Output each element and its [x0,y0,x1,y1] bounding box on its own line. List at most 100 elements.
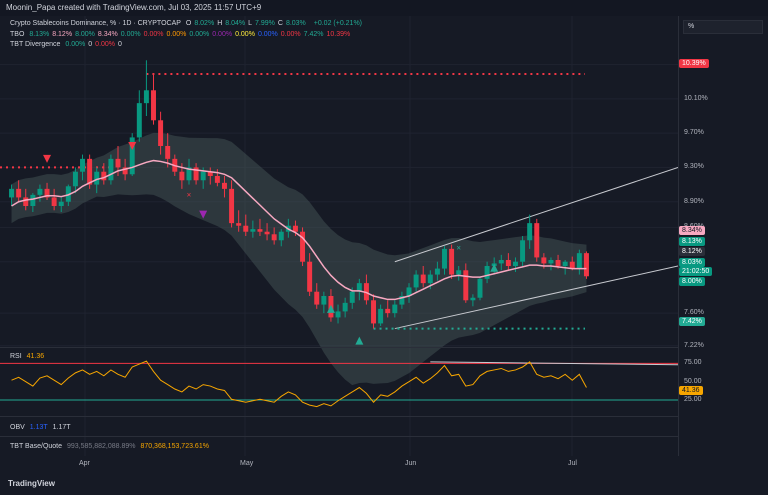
candle-body [456,270,462,275]
candle-body [158,120,164,146]
legend-row-tbt[interactable]: TBT Divergence 0.00% 0 0.00% 0 [10,41,128,48]
tbo-value: 0.00% [212,31,233,38]
candle-body [363,283,369,301]
tbt-value: 0 [118,41,122,48]
tbtbq-value-2: 870,368,153,723.61% [140,443,209,450]
candle-body [562,261,568,266]
candle-body [108,158,114,181]
rsi-value: 41.36 [26,353,45,360]
pane-separator[interactable] [0,347,678,348]
time-axis[interactable]: Apr May Jun Jul [0,456,678,472]
candle-body [129,137,135,175]
tbo-value: 0.00% [189,31,210,38]
moving-average [11,159,587,301]
rsi-label: RSI [10,353,22,360]
ohlc-value: 7.99% [255,20,275,27]
chart-canvas[interactable]: ×× [0,16,678,456]
candle-body [186,167,192,181]
tbo-value: 0.00% [280,31,301,38]
tbo-value: 0.00% [166,31,187,38]
ohlc-value: 8.03% [285,20,306,27]
tbt-label: TBT Divergence [10,41,61,48]
rsi-tick-label: 75.00 [684,359,702,367]
candle-body [200,171,206,181]
candle-body [271,234,277,241]
rsi-panel [0,360,678,408]
tradingview-logo[interactable]: TradingView [8,479,55,488]
cross-marker: × [187,190,192,199]
x-tick-label: May [240,460,254,467]
candle-body [143,90,149,104]
cloud-band [11,132,587,386]
legend-row-tbo[interactable]: TBO 8.13% 8.12% 8.00% 8.34% 0.00% 0.00% 0.00% 0… [10,31,356,38]
candle-body [321,296,327,305]
ohlc-key: H [217,20,223,27]
price-badge: 10.39% [679,59,709,68]
candle-body [44,188,50,198]
candle-body [356,283,362,292]
candle-body [257,229,263,232]
candle-body [399,296,405,305]
candle-body [221,182,227,189]
rsi-line [11,360,587,408]
candle-body [527,223,533,241]
tbtbq-value-1: 993,585,882,088.89% [66,443,136,450]
pane-separator[interactable] [0,416,678,417]
channel-upper [394,166,678,263]
price-tick-label: 9.30% [684,163,704,171]
price-tick-label: 9.70% [684,129,704,137]
header-bar: Moonin_Papa created with TradingView.com… [0,0,768,16]
candle-body [477,278,483,298]
candle-body [80,158,86,172]
candle-body [94,171,100,185]
candle-body [37,188,43,195]
tbo-value: 0.00% [257,31,278,38]
sell-signal-marker [43,154,52,163]
level-lines [0,73,585,330]
candle-body [87,158,93,185]
ohlc-values: O 8.02% H 8.04% L 7.99% C 8.03% [186,20,309,27]
legend-row-rsi[interactable]: RSI 41.36 [10,353,47,360]
candle-body [470,297,476,301]
sell-signal-marker [128,142,137,150]
candle-body [207,171,213,176]
tbo-value: 10.39% [326,31,351,38]
price-tick-label: 8.90% [684,197,704,205]
x-tick-label: Jul [568,460,577,467]
candle-body [101,171,107,181]
candle-body [51,197,57,206]
candle-body [541,257,547,264]
candle-body [179,171,185,181]
legend-row-tbtbq[interactable]: TBT Base/Quote 993,585,882,088.89% 870,3… [10,443,212,450]
legend-row-obv[interactable]: OBV 1.13T 1.17T [10,424,74,431]
candle-body [583,253,589,277]
signal-markers: ×× [43,142,499,345]
price-axis[interactable] [678,16,768,456]
tbo-values: 8.13% 8.12% 8.00% 8.34% 0.00% 0.00% 0.00% 0.00%… [29,31,353,38]
ohlc-key: O [185,20,192,27]
candle-body [342,302,348,312]
candle-body [349,291,355,303]
candle-body [534,223,540,258]
pane-separator[interactable] [0,436,678,437]
candle-body [214,176,220,183]
candle-body [385,308,391,314]
candle-body [498,260,504,264]
candle-body [236,223,242,226]
buy-signal-marker [326,304,335,313]
rsi-trendline [430,361,678,366]
candle-body [335,311,341,318]
cross-marker: × [456,244,461,253]
tbt-values: 0.00% 0 0.00% 0 [65,41,125,48]
candle-body [420,274,426,284]
tbo-value: 0.00% [143,31,164,38]
tbo-value: 7.42% [303,31,324,38]
ohlc-key: L [248,20,253,27]
price-tick-label: 7.22% [684,341,704,349]
candle-body [30,194,36,206]
scale-mode-box[interactable]: % [683,20,763,34]
candle-body [484,266,490,279]
rsi-tick-label: 25.00 [684,396,702,403]
change-value: +0.02 (+0.21%) [313,20,363,27]
candle-body [136,103,142,138]
